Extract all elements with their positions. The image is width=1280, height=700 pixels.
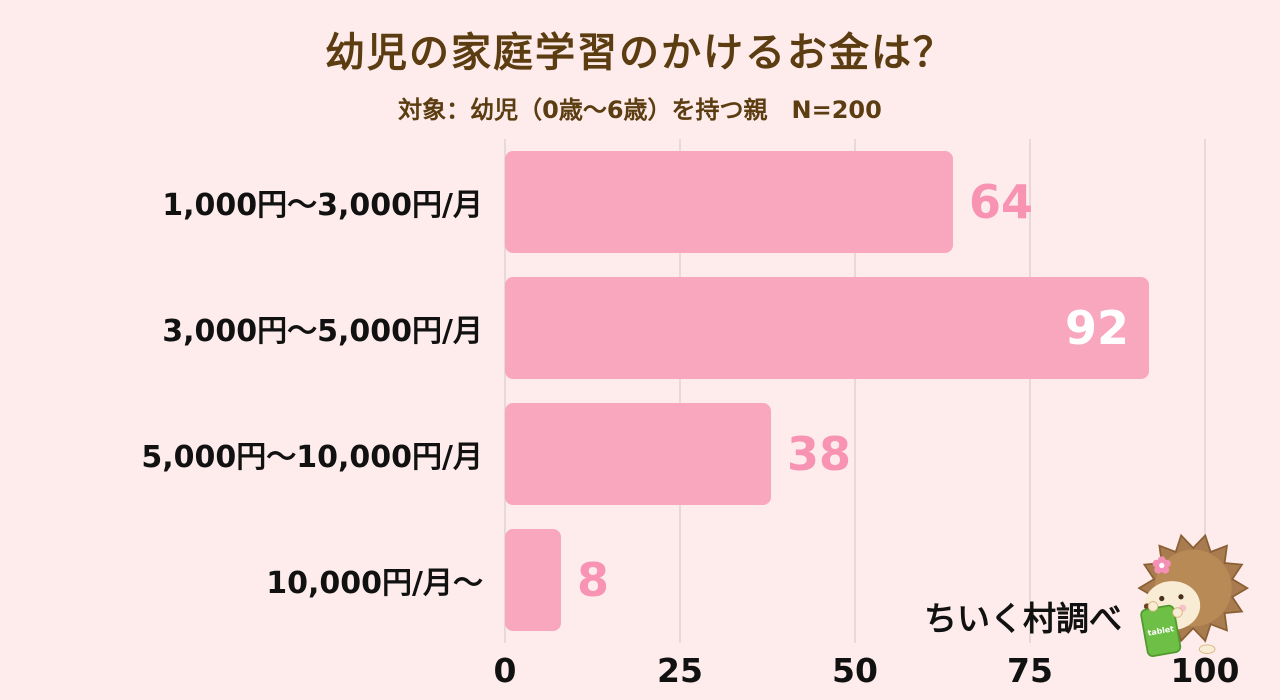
- hedgehog-hand: [1147, 601, 1159, 612]
- bar: [505, 403, 771, 505]
- value-label: 8: [577, 553, 610, 607]
- chart-subtitle: 対象：幼児（0歳～6歳）を持つ親 N=200: [398, 96, 882, 124]
- bar-chart: 1,000円～3,000円/月 3,000円～5,000円/月 5,000円～10,…: [0, 139, 1280, 699]
- x-axis-tick: 25: [657, 651, 703, 690]
- x-axis-tick: 75: [1007, 651, 1053, 690]
- category-label: 5,000円～10,000円/月: [141, 440, 483, 475]
- category-label: 3,000円～5,000円/月: [162, 314, 483, 349]
- gridlines: [504, 139, 1206, 643]
- chart-title: 幼児の家庭学習のかけるお金は？: [325, 30, 955, 76]
- bar: 92: [505, 277, 1149, 379]
- bar: [505, 529, 561, 631]
- value-label: 64: [969, 175, 1034, 229]
- flower-icon: [1152, 556, 1171, 574]
- category-label: 1,000円～3,000円/月: [162, 188, 483, 223]
- hedgehog-eye: [1178, 594, 1184, 600]
- plot-area: 64 92 38 8 0 25 50 75 100: [494, 139, 1240, 699]
- value-label: 92: [1064, 301, 1129, 355]
- bar-row: 92: [505, 265, 1205, 391]
- category-labels: 1,000円～3,000円/月 3,000円～5,000円/月 5,000円～10,…: [30, 139, 505, 699]
- source-credit: ちいく村調べ: [924, 599, 1122, 638]
- x-axis: 0 25 50 75 100: [494, 651, 1240, 699]
- x-axis-tick: 100: [1170, 651, 1240, 690]
- tablet-icon: tablet: [1140, 604, 1182, 657]
- hedgehog-foot: [1198, 644, 1216, 654]
- category-label: 10,000円/月～: [266, 566, 483, 601]
- bar: [505, 151, 953, 253]
- value-label: 38: [787, 427, 852, 481]
- gridline: [1204, 139, 1206, 643]
- hedgehog-mascot-illustration: tablet: [1137, 533, 1250, 657]
- gridline: [1029, 139, 1031, 643]
- bars: 64 92 38 8: [505, 139, 1205, 643]
- gridline: [679, 139, 681, 643]
- x-axis-tick: 50: [832, 651, 878, 690]
- bar-row: 64: [505, 139, 1205, 265]
- gridline: [504, 139, 506, 643]
- gridline: [854, 139, 856, 643]
- hedgehog-eye: [1159, 595, 1165, 602]
- x-axis-tick: 0: [493, 651, 517, 690]
- bar-row: 8: [505, 517, 1205, 643]
- bar-row: 38: [505, 391, 1205, 517]
- hedgehog-hand: [1172, 607, 1183, 618]
